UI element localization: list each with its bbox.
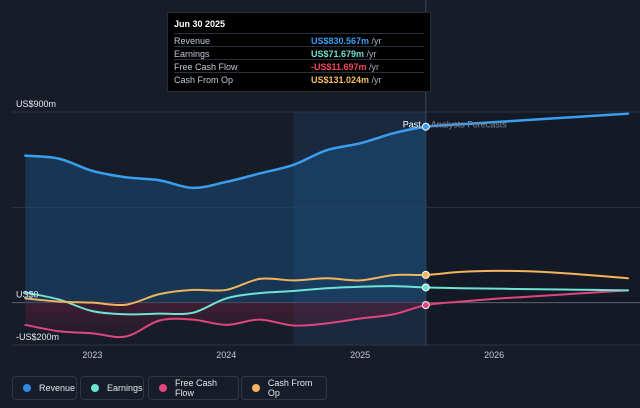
past-label: Past: [403, 120, 422, 130]
tooltip-label: Free Cash Flow: [174, 62, 238, 72]
tooltip: Jun 30 2025 Revenue US$830.567m /yr Earn…: [167, 12, 431, 92]
legend-label: Earnings: [107, 383, 143, 393]
earnings-dot-icon: [91, 384, 99, 392]
legend-label: Revenue: [39, 383, 76, 393]
revenue-area: [25, 126, 426, 303]
tooltip-row-cash-from-op: Cash From Op US$131.024m /yr: [174, 72, 424, 86]
revenue-marker: [421, 122, 430, 131]
tooltip-value: US$131.024m /yr: [311, 75, 382, 85]
free-cash-flow-marker: [421, 301, 430, 310]
legend-item-revenue[interactable]: Revenue: [12, 376, 77, 400]
x-tick-label: 2023: [82, 350, 102, 360]
x-tick-label: 2026: [484, 350, 504, 360]
tooltip-date: Jun 30 2025: [174, 19, 226, 29]
earnings-line: [24, 285, 629, 316]
tooltip-value: -US$11.697m /yr: [311, 62, 380, 72]
legend-item-cash-from-op[interactable]: Cash From Op: [241, 376, 327, 400]
tooltip-label: Earnings: [174, 49, 210, 59]
tooltip-value: US$830.567m /yr: [311, 36, 382, 46]
revenue-dot-icon: [23, 384, 31, 392]
free-cash-flow-dot-icon: [159, 384, 167, 392]
x-tick-label: 2024: [216, 350, 236, 360]
tooltip-row-earnings: Earnings US$71.679m /yr: [174, 46, 424, 60]
cash-from-op-dot-icon: [252, 384, 260, 392]
tooltip-row-free-cash-flow: Free Cash Flow -US$11.697m /yr: [174, 59, 424, 73]
cash-from-op-line: [24, 269, 629, 307]
forecast-label: Analysts Forecasts: [431, 120, 508, 130]
tooltip-label: Cash From Op: [174, 75, 234, 85]
legend-label: Free Cash Flow: [174, 378, 217, 398]
tooltip-value: US$71.679m /yr: [311, 49, 377, 59]
free-cash-flow-line: [24, 289, 629, 339]
revenue-line: [24, 112, 630, 190]
legend-item-free-cash-flow[interactable]: Free Cash Flow: [148, 376, 239, 400]
forecast-region: [425, 112, 640, 345]
tooltip-row-revenue: Revenue US$830.567m /yr: [174, 33, 424, 47]
legend-item-earnings[interactable]: Earnings: [80, 376, 144, 400]
earnings-marker: [421, 283, 430, 292]
y-tick-label: US$900m: [16, 99, 56, 109]
x-tick-label: 2025: [350, 350, 370, 360]
free-cash-flow-area: [25, 302, 426, 338]
cash-from-op-marker: [421, 270, 430, 279]
y-tick-label: US$0: [16, 290, 39, 300]
y-tick-label: -US$200m: [16, 332, 59, 342]
tooltip-label: Revenue: [174, 36, 211, 46]
legend-label: Cash From Op: [267, 378, 313, 398]
chart: US$900m US$0 -US$200m 2023 2024 2025 2026 Past A…: [12, 0, 640, 360]
